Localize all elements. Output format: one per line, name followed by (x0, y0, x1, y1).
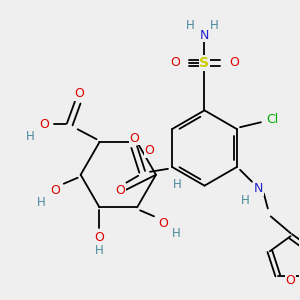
Text: O: O (75, 87, 85, 100)
Text: H: H (210, 19, 219, 32)
Text: N: N (200, 28, 209, 42)
Text: O: O (170, 56, 180, 69)
Text: H: H (173, 178, 182, 191)
Text: O: O (94, 231, 104, 244)
Text: O: O (229, 56, 239, 69)
Text: Cl: Cl (267, 113, 279, 126)
Text: O: O (129, 132, 139, 145)
Text: H: H (26, 130, 34, 143)
Text: H: H (95, 244, 104, 257)
Text: N: N (254, 182, 264, 195)
Text: O: O (50, 184, 60, 197)
Text: H: H (172, 226, 181, 240)
Text: O: O (145, 144, 154, 157)
Text: H: H (241, 194, 249, 207)
Text: O: O (116, 184, 125, 197)
Text: H: H (37, 196, 45, 209)
Text: O: O (39, 118, 49, 131)
Text: H: H (186, 19, 195, 32)
Text: O: O (286, 274, 296, 287)
Text: O: O (158, 217, 168, 230)
Text: S: S (200, 56, 209, 70)
